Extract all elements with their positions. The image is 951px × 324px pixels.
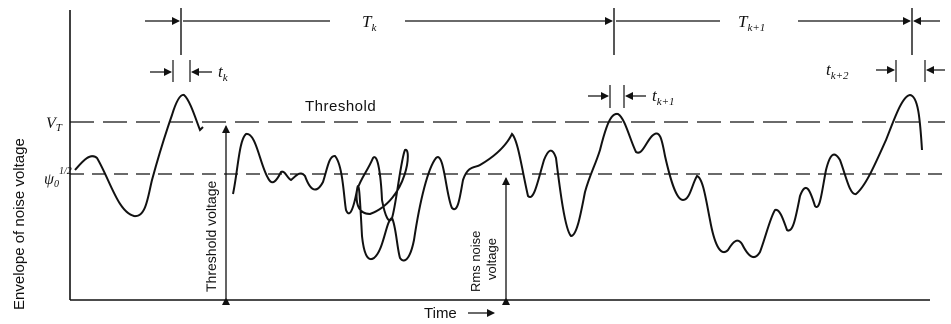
x-axis-label: Time	[424, 305, 457, 322]
noise-envelope-curve	[74, 93, 204, 218]
threshold-label: Threshold	[305, 98, 376, 115]
dur-k2-label: tk+2	[826, 60, 849, 82]
noise-envelope-curve	[232, 93, 923, 262]
rms-label-line1: Rms noise	[468, 231, 483, 292]
rms-label-line2: voltage	[484, 238, 499, 280]
threshold-voltage-label: Threshold voltage	[203, 180, 219, 292]
dur-k1-label: tk+1	[652, 86, 675, 108]
interval-k1-label: Tk+1	[738, 12, 765, 34]
dur-k-label: tk	[218, 62, 229, 84]
vt-label: VT	[46, 115, 63, 134]
y-axis-label: Envelope of noise voltage	[11, 138, 28, 310]
psi-label: ψ01/2	[44, 166, 72, 190]
interval-k-label: Tk	[362, 12, 377, 34]
